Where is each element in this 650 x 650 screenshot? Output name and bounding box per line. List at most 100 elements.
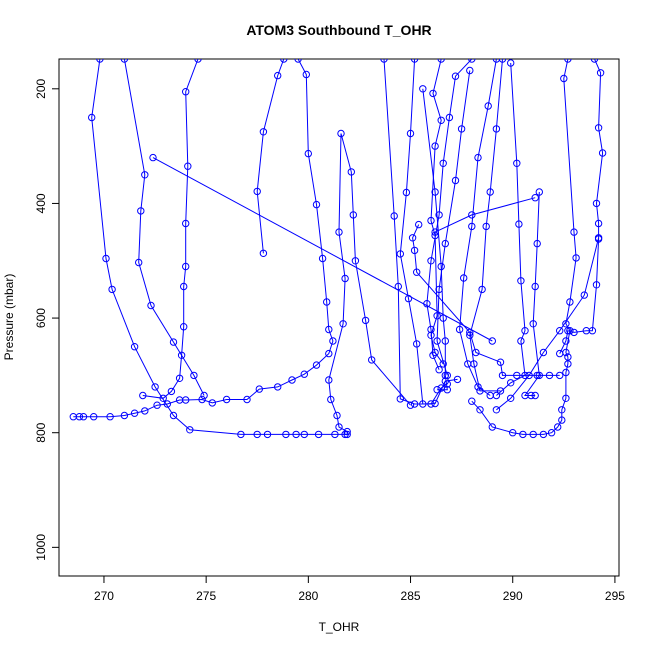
data-point [482, 222, 490, 231]
data-point [570, 228, 578, 236]
data-point [312, 200, 321, 209]
data-point [335, 228, 343, 236]
data-point [435, 211, 443, 219]
data-point [153, 401, 161, 409]
data-point [190, 371, 198, 380]
data-point [304, 149, 312, 158]
data-point [560, 74, 568, 83]
data-point [531, 194, 539, 202]
data-point [423, 300, 431, 308]
data-point [167, 387, 176, 396]
data-point [564, 353, 572, 361]
data-point [184, 162, 192, 170]
series-line-16 [524, 191, 540, 396]
data-point [496, 358, 505, 366]
series-line-12 [436, 70, 471, 376]
data-point [208, 399, 217, 407]
data-point [135, 258, 143, 267]
series-line-10 [430, 59, 444, 365]
data-point [259, 249, 268, 258]
data-point [564, 327, 572, 335]
data-point [562, 337, 570, 345]
data-point [341, 274, 349, 283]
data-point [498, 59, 507, 63]
data-point [186, 426, 194, 434]
data-point [596, 69, 605, 77]
data-point [325, 376, 333, 384]
data-point [533, 239, 541, 248]
data-point [79, 413, 88, 421]
data-point [519, 430, 527, 439]
data-point [282, 430, 290, 439]
data-point [488, 337, 496, 345]
data-point [441, 337, 449, 345]
x-tick-label: 280 [298, 589, 318, 603]
data-point [312, 361, 321, 369]
data-point [177, 351, 186, 359]
data-point [594, 124, 603, 132]
data-point [439, 159, 447, 168]
data-point [466, 66, 474, 75]
data-point [437, 59, 445, 63]
series-line-21 [496, 237, 600, 411]
data-point [435, 285, 443, 294]
data-point [437, 116, 445, 125]
y-tick-label: 400 [34, 193, 48, 213]
data-point [492, 125, 501, 133]
data-point [484, 102, 492, 110]
data-point [443, 386, 451, 394]
data-point [427, 325, 435, 334]
data-point [141, 407, 149, 415]
data-point [274, 71, 282, 80]
data-point [439, 314, 447, 322]
data-point [163, 400, 172, 408]
data-point [466, 328, 474, 337]
data-point [394, 282, 402, 291]
data-point [556, 327, 564, 335]
data-point [558, 406, 566, 414]
series-line-3 [142, 59, 199, 399]
data-point [507, 394, 515, 402]
data-point [327, 395, 335, 404]
data-point [410, 246, 419, 255]
series-line-20 [559, 59, 604, 354]
data-point [429, 89, 437, 98]
data-point [137, 207, 145, 215]
data-point [368, 356, 376, 364]
data-point [149, 153, 157, 162]
data-point [468, 59, 476, 63]
data-point [175, 374, 184, 382]
data-point [325, 349, 333, 358]
data-point [441, 371, 449, 380]
data-point [349, 211, 357, 219]
data-point [564, 59, 572, 63]
data-point [96, 59, 104, 63]
data-point [468, 222, 476, 231]
data-point [488, 423, 496, 431]
data-point [582, 327, 590, 335]
data-point [263, 430, 272, 439]
data-point [545, 371, 554, 380]
data-point [259, 128, 268, 136]
data-point [455, 325, 464, 334]
data-point [517, 277, 525, 285]
data-point [361, 316, 370, 325]
data-point [492, 391, 501, 400]
data-point [253, 187, 261, 196]
series-line-6 [152, 157, 493, 342]
data-point [410, 59, 419, 63]
data-point [419, 400, 427, 408]
series-line-11 [426, 59, 473, 370]
data-point [517, 337, 525, 345]
x-tick-label: 275 [196, 589, 216, 603]
data-point [314, 430, 323, 439]
data-point [594, 219, 603, 228]
data-point [90, 413, 98, 421]
data-point [472, 348, 480, 357]
data-point [351, 257, 360, 265]
series-line-1 [73, 59, 334, 418]
data-point [413, 268, 421, 276]
x-tick-label: 270 [94, 589, 114, 603]
data-point [468, 211, 476, 219]
data-point [429, 351, 437, 359]
